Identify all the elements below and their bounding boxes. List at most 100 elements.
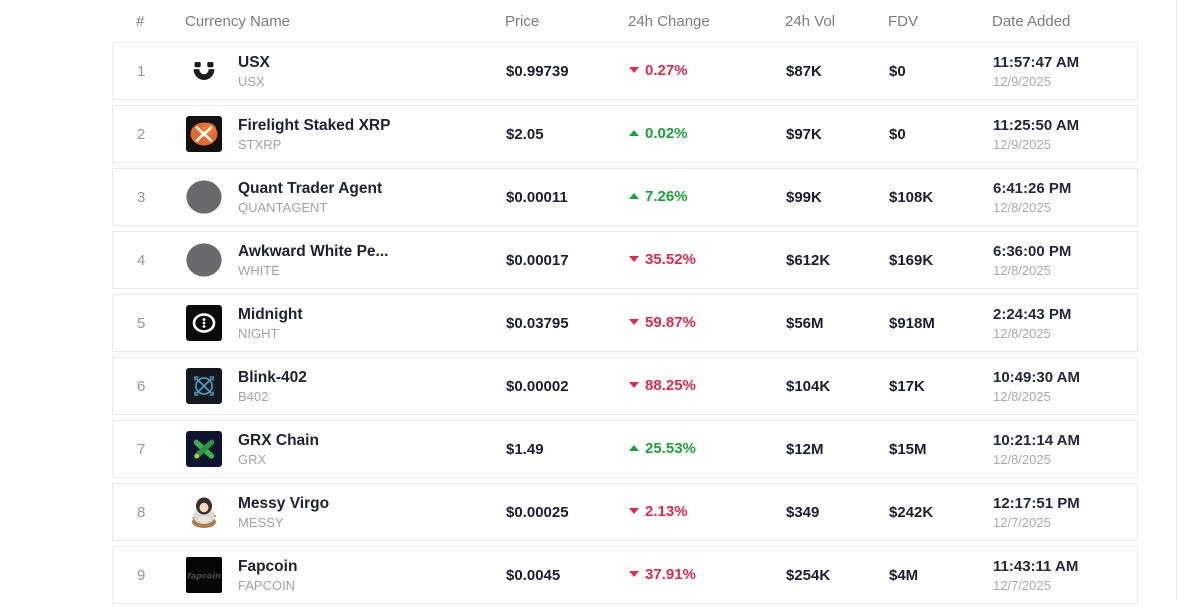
header-date-added[interactable]: Date Added bbox=[992, 12, 1071, 30]
change-direction-triangle-icon bbox=[629, 67, 639, 73]
coin-price: $2.05 bbox=[506, 125, 544, 143]
coin-24h-change: 7.26% bbox=[629, 188, 688, 205]
coin-symbol: NIGHT bbox=[238, 325, 279, 341]
date-added-block: 11:43:11 AM 12/7/2025 bbox=[993, 557, 1139, 594]
date-added-time: 10:49:30 AM bbox=[993, 368, 1080, 386]
coin-price: $0.99739 bbox=[506, 62, 569, 80]
coin-fdv: $169K bbox=[889, 251, 934, 269]
header-24h-change[interactable]: 24h Change bbox=[628, 12, 710, 30]
coin-24h-change: 59.87% bbox=[629, 314, 696, 331]
date-added-time: 11:25:50 AM bbox=[993, 116, 1080, 134]
messy-virgo-avatar-icon bbox=[186, 494, 222, 530]
coin-symbol: FAPCOIN bbox=[238, 577, 296, 593]
usx-logo-icon bbox=[186, 53, 222, 89]
coin-24h-vol: $87K bbox=[786, 62, 822, 80]
date-added-date: 12/8/2025 bbox=[993, 325, 1051, 341]
coin-price: $0.00025 bbox=[506, 503, 569, 521]
header-24h-vol[interactable]: 24h Vol bbox=[785, 12, 836, 30]
table-row[interactable]: 5 Midnight NIGHT $0.03795 59.87% $56M $9… bbox=[112, 294, 1138, 352]
change-direction-triangle-icon bbox=[629, 382, 639, 388]
table-row[interactable]: 1 USX USX $0.99739 0.27% $87K $0 11:57:4… bbox=[112, 42, 1138, 100]
coin-24h-change: 2.13% bbox=[629, 503, 688, 520]
change-direction-triangle-icon bbox=[629, 508, 639, 514]
coin-table-header: # Currency Name Price 24h Change 24h Vol… bbox=[112, 0, 1138, 42]
date-added-block: 11:57:47 AM 12/9/2025 bbox=[993, 53, 1139, 90]
table-row[interactable]: 3 Quant Trader Agent QUANTAGENT $0.00011… bbox=[112, 168, 1138, 226]
change-value: 35.52% bbox=[645, 251, 696, 268]
coin-24h-change: 35.52% bbox=[629, 251, 696, 268]
xrp-logo-icon bbox=[186, 116, 222, 152]
coin-name-block: Firelight Staked XRP STXRP bbox=[238, 116, 506, 153]
table-row[interactable]: 2 Firelight Staked XRP STXRP $2.05 0.02%… bbox=[112, 105, 1138, 163]
rank: 1 bbox=[137, 62, 146, 80]
coin-name: Messy Virgo bbox=[238, 494, 330, 512]
date-added-date: 12/7/2025 bbox=[993, 577, 1051, 593]
coin-fdv: $15M bbox=[889, 440, 927, 458]
header-fdv[interactable]: FDV bbox=[888, 12, 918, 30]
change-value: 2.13% bbox=[645, 503, 688, 520]
coin-name: GRX Chain bbox=[238, 431, 319, 449]
change-value: 0.27% bbox=[645, 62, 688, 79]
change-direction-triangle-icon bbox=[629, 256, 639, 262]
coin-symbol: USX bbox=[238, 73, 265, 89]
coin-name-block: Midnight NIGHT bbox=[238, 305, 506, 342]
date-added-time: 12:17:51 PM bbox=[993, 494, 1080, 512]
date-added-time: 11:43:11 AM bbox=[993, 557, 1079, 575]
table-row[interactable]: 7 GRX Chain GRX $1.49 25.53% $12M $15M 1… bbox=[112, 420, 1138, 478]
grx-logo-icon bbox=[186, 431, 222, 467]
date-added-time: 6:41:26 PM bbox=[993, 179, 1072, 197]
change-value: 7.26% bbox=[645, 188, 688, 205]
coin-fdv: $108K bbox=[889, 188, 934, 206]
coin-24h-vol: $612K bbox=[786, 251, 831, 269]
change-direction-triangle-icon bbox=[629, 445, 639, 451]
gray-circle-icon bbox=[186, 242, 222, 278]
rank: 5 bbox=[137, 314, 146, 332]
coin-symbol: MESSY bbox=[238, 514, 284, 530]
rank: 4 bbox=[137, 251, 146, 269]
coin-24h-change: 25.53% bbox=[629, 440, 696, 457]
header-currency-name[interactable]: Currency Name bbox=[185, 12, 291, 30]
fapcoin-logo-icon: fapcoin bbox=[186, 557, 222, 593]
coin-name-block: Quant Trader Agent QUANTAGENT bbox=[238, 179, 506, 216]
coin-symbol: GRX bbox=[238, 451, 267, 467]
svg-text:fapcoin: fapcoin bbox=[187, 572, 221, 581]
coin-price: $0.00002 bbox=[506, 377, 569, 395]
coin-price: $0.03795 bbox=[506, 314, 569, 332]
coin-name: Midnight bbox=[238, 305, 303, 323]
coin-fdv: $0 bbox=[889, 62, 906, 80]
coin-name: Firelight Staked XRP bbox=[238, 116, 391, 134]
coin-fdv: $242K bbox=[889, 503, 934, 521]
table-row[interactable]: 9 fapcoin Fapcoin FAPCOIN $0.0045 37.91%… bbox=[112, 546, 1138, 604]
gray-circle-icon bbox=[186, 179, 222, 215]
rank: 7 bbox=[137, 440, 146, 458]
change-direction-triangle-icon bbox=[629, 319, 639, 325]
table-row[interactable]: 6 Blink-402 B402 $0.00002 88.25% $104K $… bbox=[112, 357, 1138, 415]
rank: 2 bbox=[137, 125, 146, 143]
coin-price: $0.00017 bbox=[506, 251, 569, 269]
date-added-date: 12/8/2025 bbox=[993, 199, 1051, 215]
date-added-date: 12/9/2025 bbox=[993, 136, 1051, 152]
coin-name-block: Blink-402 B402 bbox=[238, 368, 506, 405]
date-added-time: 10:21:14 AM bbox=[993, 431, 1080, 449]
change-direction-triangle-icon bbox=[629, 193, 639, 199]
change-value: 0.02% bbox=[645, 125, 688, 142]
coin-24h-vol: $56M bbox=[786, 314, 824, 332]
coin-symbol: B402 bbox=[238, 388, 269, 404]
coin-24h-vol: $12M bbox=[786, 440, 824, 458]
coin-name-block: Awkward White Pe... WHITE bbox=[238, 242, 506, 279]
table-row[interactable]: 8 Messy Virgo MESSY $0.00025 2.13% $349 … bbox=[112, 483, 1138, 541]
date-added-block: 10:49:30 AM 12/8/2025 bbox=[993, 368, 1139, 405]
header-rank[interactable]: # bbox=[136, 12, 145, 30]
change-value: 25.53% bbox=[645, 440, 696, 457]
rank: 8 bbox=[137, 503, 146, 521]
header-price[interactable]: Price bbox=[505, 12, 540, 30]
table-row[interactable]: 4 Awkward White Pe... WHITE $0.00017 35.… bbox=[112, 231, 1138, 289]
coin-fdv: $17K bbox=[889, 377, 925, 395]
coin-symbol: STXRP bbox=[238, 136, 282, 152]
coin-name: Quant Trader Agent bbox=[238, 179, 383, 197]
coin-24h-change: 0.02% bbox=[629, 125, 688, 142]
date-added-block: 2:24:43 PM 12/8/2025 bbox=[993, 305, 1139, 342]
change-value: 59.87% bbox=[645, 314, 696, 331]
coin-fdv: $4M bbox=[889, 566, 919, 584]
coin-name-block: GRX Chain GRX bbox=[238, 431, 506, 468]
